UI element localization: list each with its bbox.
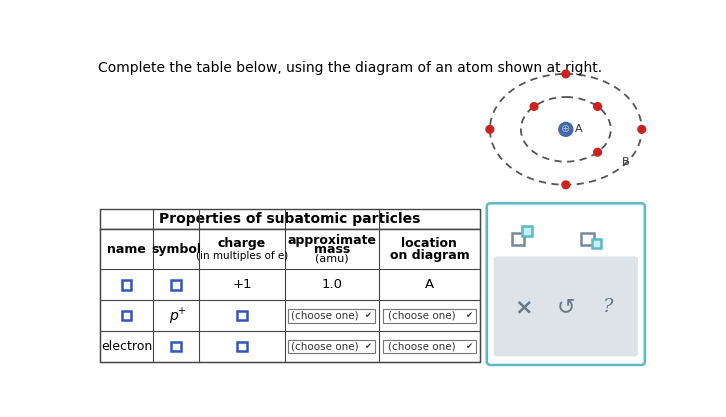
Text: Complete the table below, using the diagram of an atom shown at right.: Complete the table below, using the diag… <box>99 61 603 75</box>
Text: ↺: ↺ <box>557 297 575 317</box>
FancyBboxPatch shape <box>288 309 375 323</box>
Circle shape <box>562 181 570 188</box>
FancyBboxPatch shape <box>582 233 594 245</box>
Text: A: A <box>425 279 434 291</box>
Circle shape <box>594 148 601 156</box>
Text: (choose one): (choose one) <box>291 311 359 321</box>
Text: (in multiples of e): (in multiples of e) <box>196 251 288 261</box>
FancyBboxPatch shape <box>523 226 531 236</box>
Text: ×: × <box>514 297 532 317</box>
Text: Properties of subatomic particles: Properties of subatomic particles <box>159 212 420 226</box>
Text: B: B <box>621 157 629 167</box>
FancyBboxPatch shape <box>237 311 247 320</box>
FancyBboxPatch shape <box>171 342 181 351</box>
Text: (choose one): (choose one) <box>388 311 456 321</box>
Text: +1: +1 <box>232 279 252 291</box>
FancyBboxPatch shape <box>237 342 247 351</box>
FancyBboxPatch shape <box>122 280 131 289</box>
Text: p: p <box>169 309 178 323</box>
Text: symbol: symbol <box>151 243 201 256</box>
Text: on diagram: on diagram <box>390 249 469 262</box>
Circle shape <box>559 123 573 136</box>
Text: location: location <box>401 237 457 250</box>
Text: ⊕: ⊕ <box>561 124 571 134</box>
FancyBboxPatch shape <box>171 280 181 289</box>
Text: charge: charge <box>218 237 266 250</box>
FancyBboxPatch shape <box>122 311 131 320</box>
Circle shape <box>638 126 645 133</box>
Text: ✔: ✔ <box>465 311 472 320</box>
Text: 1.0: 1.0 <box>322 279 342 291</box>
Text: (choose one): (choose one) <box>388 342 456 352</box>
Text: electron: electron <box>101 340 152 353</box>
FancyBboxPatch shape <box>512 233 524 245</box>
Text: (amu): (amu) <box>315 254 348 264</box>
Text: ✔: ✔ <box>364 311 371 320</box>
Text: A: A <box>575 124 583 134</box>
Text: +: + <box>176 306 184 316</box>
FancyBboxPatch shape <box>486 203 645 365</box>
Circle shape <box>486 126 494 133</box>
Circle shape <box>594 103 601 111</box>
Text: ?: ? <box>603 298 613 316</box>
FancyBboxPatch shape <box>494 256 638 357</box>
FancyBboxPatch shape <box>592 239 601 248</box>
FancyBboxPatch shape <box>100 209 480 229</box>
Text: ✔: ✔ <box>364 342 371 351</box>
Text: approximate: approximate <box>287 234 376 247</box>
FancyBboxPatch shape <box>100 229 480 362</box>
Text: name: name <box>107 243 146 256</box>
FancyBboxPatch shape <box>383 309 476 323</box>
Text: ✔: ✔ <box>465 342 472 351</box>
Text: mass: mass <box>314 243 350 256</box>
Text: (choose one): (choose one) <box>291 342 359 352</box>
Circle shape <box>530 103 538 111</box>
FancyBboxPatch shape <box>383 339 476 354</box>
Circle shape <box>562 70 570 78</box>
FancyBboxPatch shape <box>288 339 375 354</box>
